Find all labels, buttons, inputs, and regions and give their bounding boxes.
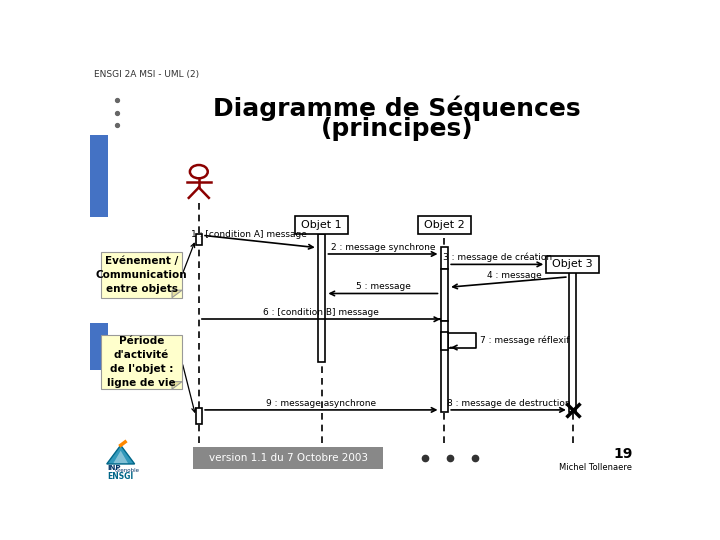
Bar xyxy=(196,408,202,424)
Bar xyxy=(318,234,325,362)
Text: INP: INP xyxy=(107,465,121,471)
Text: 8 : message de destruction: 8 : message de destruction xyxy=(446,399,570,408)
Text: 2 : message synchrone: 2 : message synchrone xyxy=(330,243,435,252)
Bar xyxy=(441,332,448,349)
Polygon shape xyxy=(114,451,128,463)
Text: 5 : message: 5 : message xyxy=(356,282,410,292)
Bar xyxy=(193,447,383,469)
Text: 4 : message: 4 : message xyxy=(487,271,541,280)
Text: 9 : message asynchrone: 9 : message asynchrone xyxy=(266,399,377,408)
Text: 7 : message réflexif: 7 : message réflexif xyxy=(480,335,570,345)
Bar xyxy=(546,255,599,273)
Polygon shape xyxy=(172,290,182,298)
Bar xyxy=(295,216,348,234)
Text: Période
d'activité
de l'objet :
ligne de vie: Période d'activité de l'objet : ligne de… xyxy=(107,336,176,388)
Polygon shape xyxy=(172,382,182,389)
Bar xyxy=(90,136,108,217)
Polygon shape xyxy=(107,446,135,464)
Bar xyxy=(90,322,108,370)
Bar xyxy=(101,335,182,389)
Text: 6 : [condition B] message: 6 : [condition B] message xyxy=(264,308,379,317)
Text: Evénement /
Communication
entre objets: Evénement / Communication entre objets xyxy=(96,256,187,294)
Bar xyxy=(569,265,576,412)
Text: ENSGI 2A MSI - UML (2): ENSGI 2A MSI - UML (2) xyxy=(94,70,199,79)
Bar xyxy=(196,234,202,245)
Bar xyxy=(441,246,448,268)
Text: Grenoble: Grenoble xyxy=(114,468,140,473)
Text: Objet 1: Objet 1 xyxy=(301,220,342,230)
Text: Diagramme de Séquences: Diagramme de Séquences xyxy=(213,96,581,121)
Text: 3 : message de création: 3 : message de création xyxy=(443,253,552,262)
Text: version 1.1 du 7 Octobre 2003: version 1.1 du 7 Octobre 2003 xyxy=(209,453,368,463)
Bar xyxy=(418,216,471,234)
Text: Michel Tollenaere: Michel Tollenaere xyxy=(559,463,632,472)
Text: (principes): (principes) xyxy=(320,117,473,141)
Bar xyxy=(101,252,182,298)
Bar xyxy=(441,321,448,412)
Bar xyxy=(441,268,448,321)
Text: Objet 3: Objet 3 xyxy=(552,259,593,269)
Text: 1 : [condition A] message: 1 : [condition A] message xyxy=(191,230,307,239)
Text: 19: 19 xyxy=(613,447,632,461)
Text: Objet 2: Objet 2 xyxy=(424,220,464,230)
Text: ENSGI: ENSGI xyxy=(107,472,134,481)
